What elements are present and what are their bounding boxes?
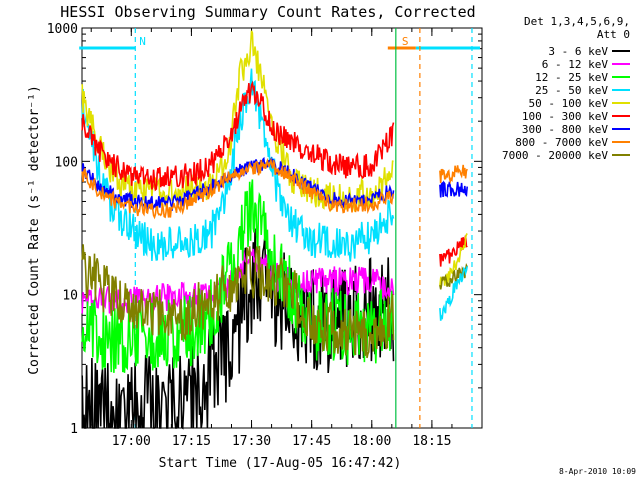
series-line-after-gap [439,235,468,267]
legend-label: 12 - 25 keV [535,71,608,84]
legend-label: 50 - 100 keV [529,97,609,110]
y-axis-label: Corrected Count Rate (s⁻¹ detector⁻¹) [27,85,42,375]
legend-header: Det 1,3,4,5,6,9, [524,15,630,28]
series-line [81,156,395,211]
x-tick-label: 17:45 [292,434,331,449]
series-line-after-gap [439,233,468,286]
series-line [81,157,395,220]
series-line-after-gap [439,164,468,185]
legend-label: 300 - 800 keV [522,123,608,136]
legend-label: 7000 - 20000 keV [502,149,608,162]
plot-area: 1 10 100 1000 17:00 17:15 17:30 17:45 18:00 18:15… [47,22,483,449]
x-tick-label: 18:00 [352,434,391,449]
series-line-after-gap [439,263,468,290]
y-tick-label: 1 [70,422,78,437]
chart-title: HESSI Observing Summary Count Rates, Cor… [60,3,475,21]
x-tick-label: 17:15 [172,434,211,449]
legend-label: 25 - 50 keV [535,84,608,97]
y-tick-label: 10 [62,289,78,304]
legend-label: 6 - 12 keV [542,58,609,71]
x-axis-label: Start Time (17-Aug-05 16:47:42) [159,456,402,471]
x-tick-label: 17:00 [112,434,151,449]
series-line [81,228,395,430]
series-line [81,244,395,359]
legend-label: 100 - 300 keV [522,110,608,123]
flag-label: S [402,35,409,48]
plot-frame [81,27,483,429]
series-line [81,80,395,192]
series-line-after-gap [439,180,468,198]
y-tick-label: 1000 [47,22,78,37]
y-tick-label: 100 [55,155,78,170]
date-stamp: 8-Apr-2010 10:09 [559,467,636,476]
legend-label: 3 - 6 keV [548,45,608,58]
x-tick-label: 17:30 [232,434,271,449]
series-line-after-gap [439,266,468,321]
legend-header: Att 0 [597,28,630,41]
legend-label: 800 - 7000 keV [515,136,608,149]
series-line [81,68,395,262]
flag-label: N [139,35,146,48]
x-tick-label: 18:15 [412,434,451,449]
